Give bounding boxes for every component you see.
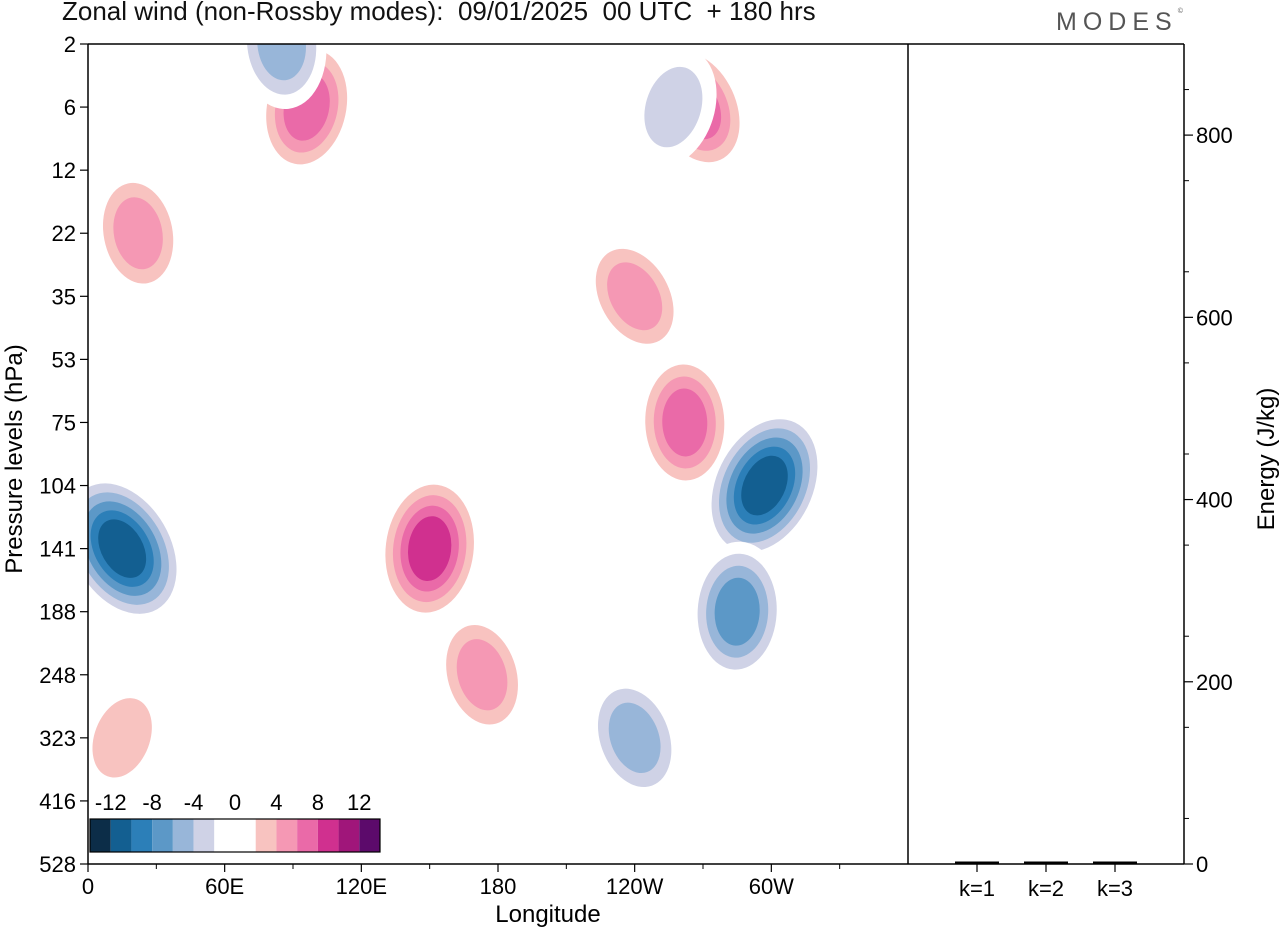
y-tick-label: 416 xyxy=(39,789,76,814)
colorbar-tick-label: 0 xyxy=(229,790,241,815)
contour-band xyxy=(407,516,452,582)
heatmap-feature xyxy=(377,474,482,624)
contour-band xyxy=(644,66,703,148)
colorbar-tick-label: 8 xyxy=(312,790,324,815)
contour-band xyxy=(98,519,147,578)
energy-tick-label: 400 xyxy=(1196,488,1233,513)
y-tick-label: 53 xyxy=(52,347,76,372)
y-tick-label: 248 xyxy=(39,663,76,688)
x-axis-label: Longitude xyxy=(495,901,600,928)
colorbar-tick-label: 12 xyxy=(347,790,371,815)
energy-bar xyxy=(1024,861,1068,864)
modes-logo: MODES© xyxy=(1056,8,1183,37)
heatmap-field xyxy=(88,44,825,801)
heatmap-feature xyxy=(630,48,717,167)
heatmap-feature xyxy=(587,674,683,801)
colorbar-tick-label: 4 xyxy=(270,790,282,815)
colorbar-swatch xyxy=(193,819,215,852)
y-tick-label: 6 xyxy=(64,95,76,120)
colorbar-swatch xyxy=(235,819,256,852)
x-tick-label: 60W xyxy=(749,874,794,899)
colorbar-swatch xyxy=(214,819,235,852)
y-tick-label: 104 xyxy=(39,474,76,499)
heatmap-feature xyxy=(689,541,786,682)
colorbar-swatch xyxy=(172,819,194,852)
contour-band xyxy=(92,698,152,778)
colorbar-swatch xyxy=(276,819,298,852)
y-tick-label: 75 xyxy=(52,410,76,435)
colorbar-swatch xyxy=(297,819,318,852)
colorbar-swatch xyxy=(110,819,132,852)
energy-tick-label: 200 xyxy=(1196,670,1233,695)
colorbar-swatch xyxy=(255,819,277,852)
colorbar-swatch xyxy=(338,819,360,852)
heatmap-feature xyxy=(704,410,825,562)
copyright-mark: © xyxy=(1177,8,1183,15)
heatmap-feature xyxy=(88,679,167,797)
colorbar-tick-label: -4 xyxy=(184,790,204,815)
y-tick-label: 12 xyxy=(52,158,76,183)
colorbar-tick-label: -12 xyxy=(95,790,127,815)
energy-category-label: k=2 xyxy=(1028,876,1064,901)
heatmap-feature xyxy=(435,610,529,739)
x-tick-label: 0 xyxy=(82,874,94,899)
colorbar-swatch xyxy=(152,819,173,852)
y-tick-label: 22 xyxy=(52,221,76,246)
colorbar-swatch xyxy=(131,819,153,852)
heatmap-feature xyxy=(636,352,733,493)
contour-band xyxy=(662,388,708,457)
contour-band xyxy=(456,639,508,711)
energy-category-label: k=3 xyxy=(1097,876,1133,901)
x-tick-label: 180 xyxy=(480,874,517,899)
energy-bar xyxy=(1093,861,1137,864)
colorbar-frame xyxy=(89,818,381,853)
colorbar: -12 -8 -4 0 4 8 12 xyxy=(89,790,381,853)
energy-bar xyxy=(955,861,999,864)
y-tick-label: 141 xyxy=(39,537,76,562)
contour-band xyxy=(741,455,788,516)
energy-bar-chart: 0 200 400 600 800 Energy (J/kg) k=1 k=2 k=3 xyxy=(955,44,1280,901)
heatmap-feature xyxy=(92,168,184,298)
x-tick-label: 60E xyxy=(205,874,244,899)
contour-band xyxy=(607,262,663,331)
energy-axis-label: Energy (J/kg) xyxy=(1253,388,1280,531)
y-axis-label: Pressure levels (hPa) xyxy=(1,344,28,573)
contour-band xyxy=(608,702,661,774)
colorbar-swatch xyxy=(359,819,380,852)
x-tick-label: 120W xyxy=(606,874,664,899)
y-tick-label: 2 xyxy=(64,32,76,57)
energy-tick-label: 0 xyxy=(1196,852,1208,877)
y-tick-label: 35 xyxy=(52,284,76,309)
energy-category-label: k=1 xyxy=(959,876,995,901)
colorbar-tick-label: -8 xyxy=(142,790,162,815)
contour-band xyxy=(714,577,760,646)
brand-text: MODES xyxy=(1056,8,1178,36)
energy-tick-label: 600 xyxy=(1196,305,1233,330)
x-tick-label: 120E xyxy=(336,874,387,899)
y-tick-label: 528 xyxy=(39,852,76,877)
y-tick-label: 188 xyxy=(39,600,76,625)
chart-title: Zonal wind (non-Rossby modes): 09/01/202… xyxy=(62,0,816,26)
contour-band xyxy=(113,197,163,270)
colorbar-swatch xyxy=(317,819,339,852)
colorbar-swatch xyxy=(90,819,111,852)
energy-tick-label: 800 xyxy=(1196,123,1233,148)
y-tick-label: 323 xyxy=(39,726,76,751)
heatmap-feature xyxy=(584,235,685,358)
heatmap-feature xyxy=(88,474,185,623)
